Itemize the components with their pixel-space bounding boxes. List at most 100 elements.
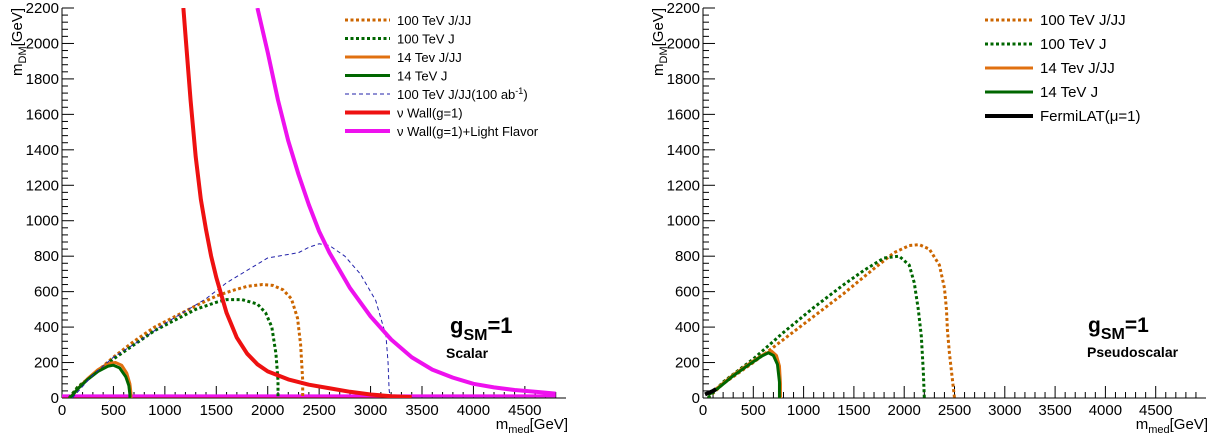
legend-label: 100 TeV J/JJ bbox=[1040, 12, 1126, 29]
x-axis-label-main: m bbox=[1136, 416, 1149, 433]
y-axis-label: mDM[GeV] bbox=[9, 8, 29, 76]
y-tick-label: 1800 bbox=[667, 71, 700, 88]
y-axis-label-unit: [GeV] bbox=[9, 8, 26, 46]
x-tick-label: 2500 bbox=[938, 402, 971, 419]
x-axis-label-sub: med bbox=[1148, 424, 1169, 436]
plot-panel: 0 200 400 600 800 1000 1200 1400 1600 1800 2000 220… bbox=[9, 0, 568, 436]
x-tick-label: 4000 bbox=[1089, 402, 1122, 419]
legend-label: 100 TeV J/JJ bbox=[397, 13, 471, 28]
y-tick-label: 400 bbox=[34, 319, 59, 336]
y-axis-label-group: mDM[GeV] bbox=[9, 8, 29, 76]
series-line bbox=[704, 387, 718, 397]
x-tick-label: 3000 bbox=[354, 402, 387, 419]
y-tick-label: 1400 bbox=[667, 142, 700, 159]
legend-label: FermiLAT(μ=1) bbox=[1040, 108, 1140, 125]
series-line bbox=[181, 8, 412, 398]
y-tick-label: 1200 bbox=[26, 177, 59, 194]
legend-label-text: 100 TeV J/JJ(100 ab bbox=[397, 87, 515, 102]
x-axis-label: mmed[GeV] bbox=[496, 416, 568, 436]
legend-label: 100 TeV J/JJ(100 ab-1) bbox=[397, 86, 528, 102]
x-tick-label: 2000 bbox=[251, 402, 284, 419]
x-tick-label: 500 bbox=[741, 402, 766, 419]
legend-label: 14 Tev J/JJ bbox=[397, 50, 462, 65]
x-tick-label: 3500 bbox=[405, 402, 438, 419]
x-tick-label: 3500 bbox=[1038, 402, 1071, 419]
y-tick-label: 200 bbox=[34, 355, 59, 372]
x-axis-label-sub: med bbox=[508, 424, 529, 436]
plot-panel: 0 200 400 600 800 1000 1200 1400 1600 1800 2000 220… bbox=[650, 0, 1208, 436]
y-tick-label: 2200 bbox=[667, 0, 700, 17]
legend-label-text: 14 TeV J bbox=[397, 69, 447, 84]
legend-label: ν Wall(g=1)+Light Flavor bbox=[397, 124, 539, 139]
x-tick-label: 1000 bbox=[148, 402, 181, 419]
legend-label: 14 TeV J bbox=[397, 69, 447, 84]
legend-label-text: ν Wall(g=1)+Light Flavor bbox=[397, 124, 539, 139]
coupling-symbol: g bbox=[450, 313, 463, 338]
y-tick-label: 2000 bbox=[26, 35, 59, 52]
coupling-symbol: g bbox=[1088, 314, 1101, 337]
x-axis-label-main: m bbox=[496, 416, 509, 433]
y-tick-label: 1000 bbox=[26, 213, 59, 230]
series-line bbox=[708, 351, 781, 398]
y-axis-label-main: m bbox=[9, 63, 26, 76]
coupling-value: =1 bbox=[1125, 314, 1149, 337]
y-tick-label: 600 bbox=[675, 284, 700, 301]
x-tick-label: 4000 bbox=[457, 402, 490, 419]
legend-label-text: 14 Tev J/JJ bbox=[1040, 60, 1115, 77]
y-axis-label-main: m bbox=[650, 63, 667, 76]
y-axis-label: mDM[GeV] bbox=[650, 8, 670, 76]
x-tick-label: 0 bbox=[699, 402, 707, 419]
x-tick-label: 2500 bbox=[302, 402, 335, 419]
legend-label-text: 14 Tev J/JJ bbox=[397, 50, 462, 65]
legend-label-tail: ) bbox=[523, 87, 527, 102]
x-tick-label: 0 bbox=[58, 402, 66, 419]
x-tick-label: 3000 bbox=[988, 402, 1021, 419]
curves bbox=[704, 243, 956, 398]
y-axis-label-sub: DM bbox=[17, 46, 29, 63]
x-tick-label: 500 bbox=[101, 402, 126, 419]
curves bbox=[62, 8, 556, 398]
x-tick-label: 1000 bbox=[787, 402, 820, 419]
x-axis-label: mmed[GeV] bbox=[1136, 416, 1208, 436]
legend-label: ν Wall(g=1) bbox=[397, 106, 463, 121]
y-axis-label-sub: DM bbox=[658, 46, 670, 63]
y-tick-label: 1400 bbox=[26, 142, 59, 159]
y-tick-label: 0 bbox=[692, 390, 700, 407]
x-tick-label: 2000 bbox=[888, 402, 921, 419]
legend-label: 100 TeV J bbox=[1040, 36, 1106, 53]
series-line bbox=[69, 363, 132, 398]
legend-label: 100 TeV J bbox=[397, 32, 455, 47]
coupling-annotation: gSM=1 bbox=[450, 313, 513, 344]
legend-label-text: FermiLAT(μ=1) bbox=[1040, 108, 1140, 125]
legend-label-text: 100 TeV J/JJ bbox=[1040, 12, 1126, 29]
y-tick-label: 1000 bbox=[667, 213, 700, 230]
legend-label-text: 100 TeV J bbox=[1040, 36, 1106, 53]
y-tick-label: 200 bbox=[675, 355, 700, 372]
series-line bbox=[707, 243, 956, 398]
model-label: Scalar bbox=[446, 345, 489, 361]
legend-label-sup: -1 bbox=[515, 86, 523, 96]
x-axis-label-unit: [GeV] bbox=[1170, 416, 1208, 433]
y-tick-label: 1800 bbox=[26, 71, 59, 88]
coupling-subscript: SM bbox=[463, 327, 487, 344]
series-line bbox=[706, 254, 926, 398]
y-tick-label: 2000 bbox=[667, 35, 700, 52]
legend-label-text: 100 TeV J bbox=[397, 32, 455, 47]
y-axis-label-group: mDM[GeV] bbox=[650, 8, 670, 76]
series-line bbox=[255, 8, 556, 396]
legend-label-text: ν Wall(g=1) bbox=[397, 106, 463, 121]
y-tick-label: 600 bbox=[34, 284, 59, 301]
coupling-value: =1 bbox=[487, 313, 512, 338]
x-tick-label: 4500 bbox=[508, 402, 541, 419]
x-axis-label-unit: [GeV] bbox=[530, 416, 568, 433]
y-tick-label: 0 bbox=[51, 390, 59, 407]
legend-label: 14 Tev J/JJ bbox=[1040, 60, 1115, 77]
y-axis-label-unit: [GeV] bbox=[650, 8, 667, 46]
y-tick-label: 800 bbox=[34, 248, 59, 265]
coupling-subscript: SM bbox=[1101, 326, 1125, 343]
coupling-annotation: gSM=1 bbox=[1088, 314, 1149, 343]
x-tick-label: 1500 bbox=[837, 402, 870, 419]
x-tick-label: 4500 bbox=[1139, 402, 1172, 419]
y-tick-label: 1600 bbox=[26, 106, 59, 123]
